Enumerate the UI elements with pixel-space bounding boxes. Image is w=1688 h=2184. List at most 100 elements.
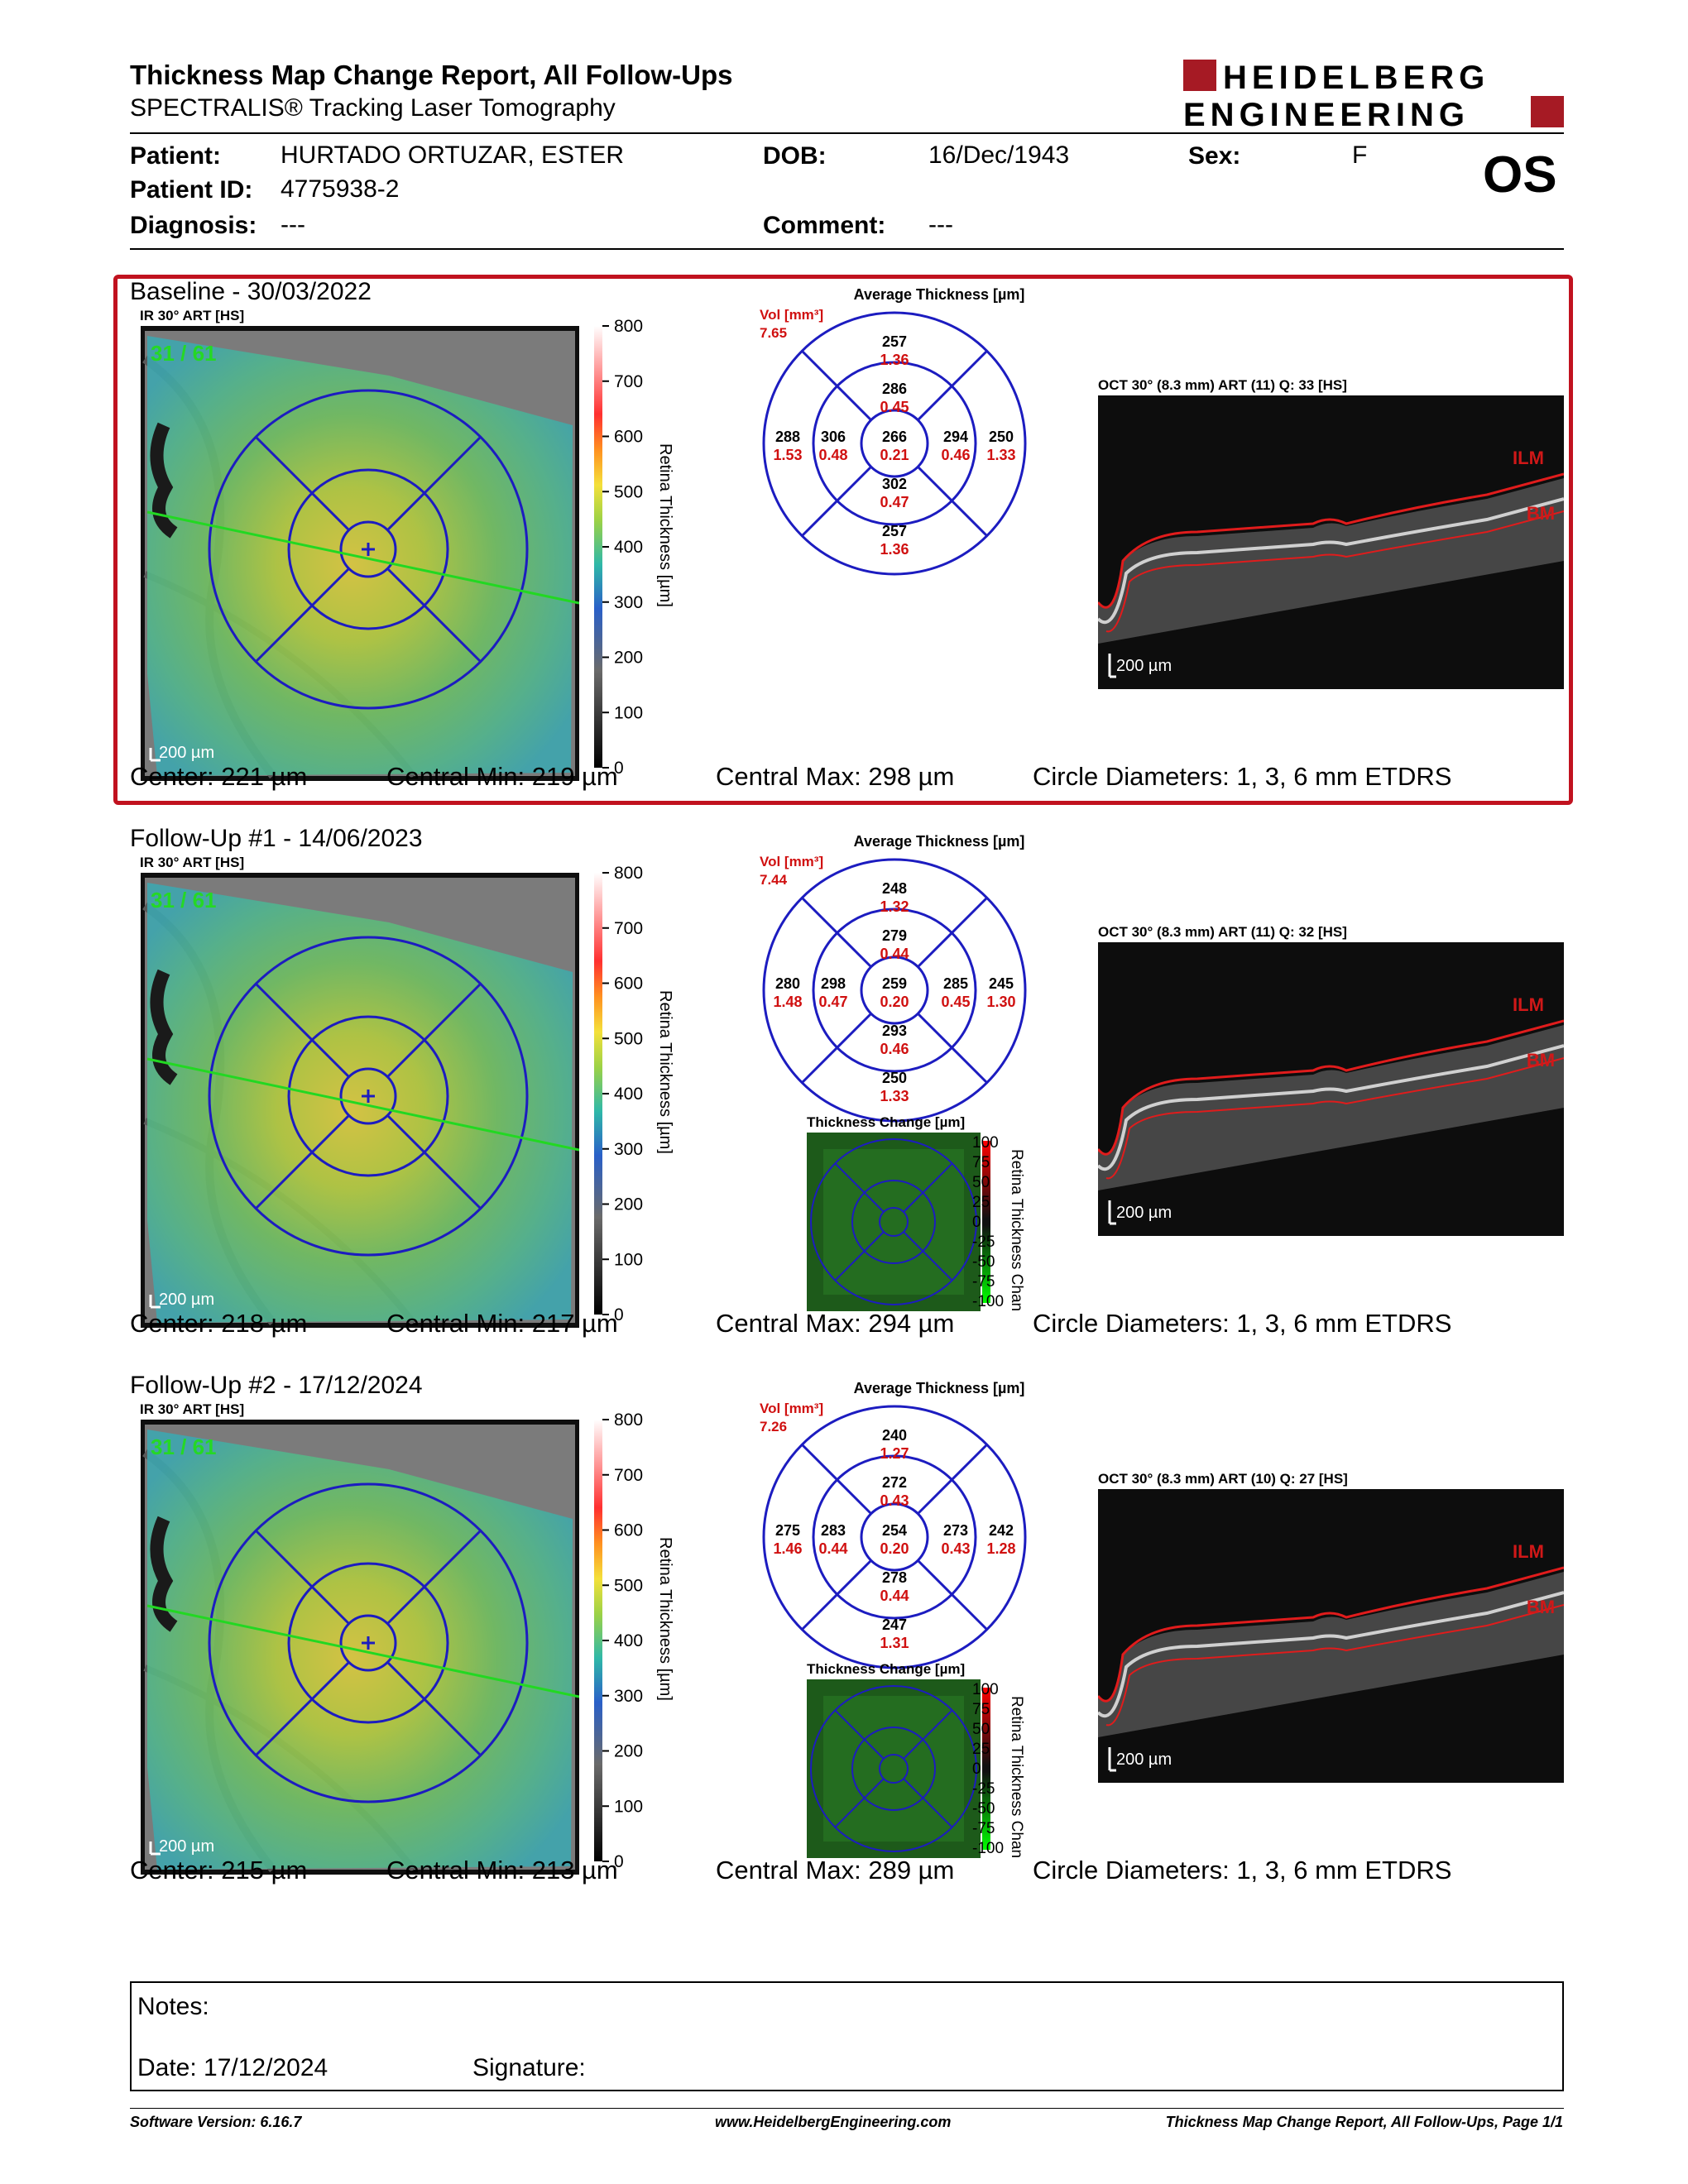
notes-date: Date: 17/12/2024 xyxy=(137,2054,328,2081)
change-tick-label: 100 xyxy=(972,1681,999,1698)
svg-text:200 µm: 200 µm xyxy=(1116,657,1172,675)
thickness-map[interactable]: 31 / 61 200 µm xyxy=(141,326,579,781)
svg-text:279: 279 xyxy=(882,927,907,944)
colorbar-tick-label: 0 xyxy=(614,1852,624,1871)
svg-text:247: 247 xyxy=(882,1616,907,1633)
change-tick-label: -100 xyxy=(972,1840,1004,1857)
eye-label: OS xyxy=(1483,146,1557,204)
change-tick-label: 75 xyxy=(972,1701,990,1718)
svg-text:302: 302 xyxy=(882,476,907,492)
notes-label: Notes: xyxy=(137,1993,209,2020)
svg-text:ILM: ILM xyxy=(1513,994,1544,1015)
change-tick-label: 0 xyxy=(972,1214,981,1231)
colorbar-tick-label: 400 xyxy=(614,1085,643,1104)
svg-text:293: 293 xyxy=(882,1023,907,1039)
footer-rule xyxy=(130,2108,1564,2109)
colorbar-tick-label: 700 xyxy=(614,1466,643,1485)
svg-text:0.44: 0.44 xyxy=(818,1540,847,1557)
etdrs-grid[interactable]: Average Thickness [µm] Vol [mm³] 7.65 26… xyxy=(728,278,1076,576)
svg-text:266: 266 xyxy=(882,429,907,445)
svg-text:Retina Thickness [µm]: Retina Thickness [µm] xyxy=(656,1537,674,1701)
svg-text:294: 294 xyxy=(943,429,968,445)
oct-label: OCT 30° (8.3 mm) ART (11) Q: 32 [HS] xyxy=(1098,924,1347,940)
change-tick-label: -25 xyxy=(972,1780,995,1798)
change-tick-label: 0 xyxy=(972,1760,981,1778)
diagnosis-label: Diagnosis: xyxy=(130,212,257,239)
patient-rule xyxy=(130,248,1564,250)
svg-text:257: 257 xyxy=(882,523,907,539)
svg-text:1.36: 1.36 xyxy=(880,352,909,368)
oct-bscan[interactable]: ILM BM 200 µm xyxy=(1098,942,1564,1236)
svg-text:0.48: 0.48 xyxy=(818,447,847,463)
svg-text:200 µm: 200 µm xyxy=(1116,1751,1172,1769)
central-max-stat: Central Max: 294 µm xyxy=(716,1309,955,1338)
svg-text:BM: BM xyxy=(1527,503,1555,524)
thickness-change-map[interactable]: 100 75 50 25 0 -25 -50 -75 -100 Retina Thickness… xyxy=(807,1133,1055,1311)
svg-text:1.48: 1.48 xyxy=(773,994,802,1010)
svg-text:Retina Thickness [µm]: Retina Thickness [µm] xyxy=(656,990,674,1154)
svg-text:0.21: 0.21 xyxy=(880,447,909,463)
svg-text:BM: BM xyxy=(1527,1050,1555,1070)
etdrs-grid[interactable]: Average Thickness [µm] Vol [mm³] 7.26 25… xyxy=(728,1372,1076,1669)
ir-label: IR 30° ART [HS] xyxy=(140,1401,245,1417)
thickness-colorbar: 800 700 600 500 400 300 200 100 0 Retina Thickne… xyxy=(594,317,674,778)
colorbar-tick-label: 200 xyxy=(614,649,643,668)
report-subtitle: SPECTRALIS® Tracking Laser Tomography xyxy=(130,94,616,122)
svg-text:0.43: 0.43 xyxy=(941,1540,970,1557)
thickness-change-map[interactable]: 100 75 50 25 0 -25 -50 -75 -100 Retina Thickness… xyxy=(807,1679,1055,1858)
colorbar-tick-label: 700 xyxy=(614,919,643,938)
svg-text:1.30: 1.30 xyxy=(986,994,1015,1010)
svg-text:283: 283 xyxy=(821,1522,846,1539)
colorbar-tick-label: 300 xyxy=(614,1140,643,1159)
svg-text:1.28: 1.28 xyxy=(986,1540,1015,1557)
svg-text:Vol [mm³]: Vol [mm³] xyxy=(760,854,823,869)
svg-text:HEIDELBERG: HEIDELBERG xyxy=(1223,60,1489,96)
center-stat: Center: 218 µm xyxy=(130,1309,308,1338)
thickness-map[interactable]: 31 / 61 200 µm xyxy=(141,873,579,1328)
exam-title: Follow-Up #2 - 17/12/2024 xyxy=(130,1372,423,1399)
svg-text:0.43: 0.43 xyxy=(880,1492,909,1509)
change-tick-label: -75 xyxy=(972,1273,995,1291)
central-min-stat: Central Min: 217 µm xyxy=(386,1309,618,1338)
patient-id-label: Patient ID: xyxy=(130,176,253,204)
patient-label: Patient: xyxy=(130,142,222,170)
footer-page: Thickness Map Change Report, All Follow-… xyxy=(1165,2114,1563,2130)
oct-label: OCT 30° (8.3 mm) ART (11) Q: 33 [HS] xyxy=(1098,377,1347,393)
svg-text:288: 288 xyxy=(775,429,800,445)
svg-text:Retina Thickness Chan: Retina Thickness Chan xyxy=(1008,1696,1025,1858)
colorbar-tick-label: 500 xyxy=(614,1029,643,1048)
svg-text:Average Thickness [µm]: Average Thickness [µm] xyxy=(854,1380,1025,1396)
oct-bscan[interactable]: ILM BM 200 µm xyxy=(1098,1489,1564,1783)
change-tick-label: -25 xyxy=(972,1233,995,1251)
colorbar-tick-label: 800 xyxy=(614,864,643,883)
svg-text:257: 257 xyxy=(882,333,907,350)
header-rule xyxy=(130,132,1564,134)
svg-text:7.26: 7.26 xyxy=(760,1419,787,1434)
oct-bscan[interactable]: ILM BM 200 µm xyxy=(1098,395,1564,689)
dob-label: DOB: xyxy=(763,142,827,170)
baseline-highlight-box xyxy=(113,275,1573,805)
svg-text:1.53: 1.53 xyxy=(773,447,802,463)
svg-text:0.46: 0.46 xyxy=(880,1041,909,1057)
svg-text:306: 306 xyxy=(821,429,846,445)
notes-box[interactable]: Notes: Date: 17/12/2024 Signature: xyxy=(130,1981,1564,2091)
svg-text:273: 273 xyxy=(943,1522,968,1539)
colorbar-tick-label: 100 xyxy=(614,703,643,722)
colorbar-tick-label: 100 xyxy=(614,1797,643,1816)
svg-text:259: 259 xyxy=(882,975,907,992)
svg-text:7.44: 7.44 xyxy=(760,872,788,888)
svg-text:31 / 61: 31 / 61 xyxy=(151,1434,217,1459)
oct-label: OCT 30° (8.3 mm) ART (10) Q: 27 [HS] xyxy=(1098,1471,1348,1487)
svg-text:ILM: ILM xyxy=(1513,448,1544,468)
colorbar-tick-label: 600 xyxy=(614,428,643,447)
svg-text:286: 286 xyxy=(882,381,907,397)
heidelberg-logo: HEIDELBERG ENGINEERING xyxy=(1183,60,1564,132)
svg-text:31 / 61: 31 / 61 xyxy=(151,888,217,912)
svg-text:1.33: 1.33 xyxy=(986,447,1015,463)
svg-text:0.47: 0.47 xyxy=(880,494,909,510)
thickness-map[interactable]: 31 / 61 200 µm xyxy=(141,1420,579,1875)
colorbar-tick-label: 300 xyxy=(614,1687,643,1706)
etdrs-grid[interactable]: Average Thickness [µm] Vol [mm³] 7.44 25… xyxy=(728,825,1076,1123)
footer-website[interactable]: www.HeidelbergEngineering.com xyxy=(715,2114,952,2130)
svg-text:1.31: 1.31 xyxy=(880,1635,909,1651)
